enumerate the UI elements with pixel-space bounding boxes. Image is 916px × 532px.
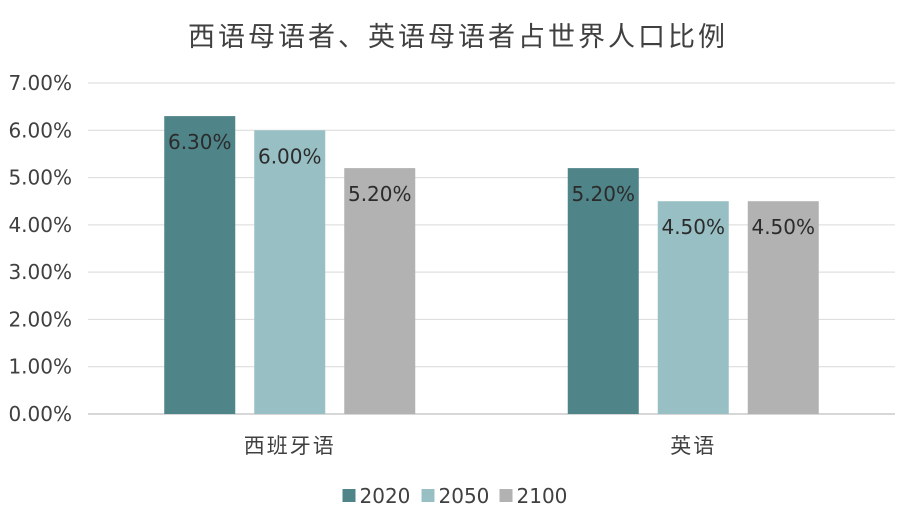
data-label: 4.50%	[751, 215, 815, 239]
y-tick-label: 3.00%	[8, 260, 72, 284]
bar	[344, 168, 416, 414]
chart-title: 西语母语者、英语母语者占世界人口比例	[188, 22, 728, 53]
data-label: 4.50%	[661, 215, 725, 239]
bar	[164, 116, 236, 414]
bar	[657, 201, 729, 414]
y-tick-label: 6.00%	[8, 118, 72, 142]
y-tick-label: 1.00%	[8, 355, 72, 379]
bar	[567, 168, 639, 414]
data-label: 6.30%	[168, 130, 232, 154]
x-axis-categories: 西班牙语 英语	[244, 434, 716, 458]
legend-label: 2100	[517, 484, 568, 508]
category-label: 西班牙语	[244, 434, 336, 458]
y-tick-label: 5.00%	[8, 166, 72, 190]
legend-label: 2020	[360, 484, 411, 508]
data-label: 5.20%	[571, 182, 635, 206]
bars	[164, 116, 819, 415]
legend-label: 2050	[439, 484, 490, 508]
y-axis-ticks: 0.00% 1.00% 2.00% 3.00% 4.00% 5.00% 6.00% 7.00%	[8, 71, 72, 426]
legend-swatch	[421, 489, 435, 502]
legend-swatch	[499, 489, 513, 502]
y-tick-label: 0.00%	[8, 402, 72, 426]
legend: 2020 2050 2100	[342, 484, 568, 508]
bar	[254, 130, 326, 415]
data-label: 5.20%	[348, 182, 412, 206]
y-tick-label: 4.00%	[8, 213, 72, 237]
data-labels: 6.30% 6.00% 5.20% 5.20% 4.50% 4.50%	[168, 130, 815, 239]
data-label: 6.00%	[258, 144, 322, 168]
category-label: 英语	[670, 434, 716, 458]
legend-swatch	[342, 489, 356, 502]
y-tick-label: 7.00%	[8, 71, 72, 95]
bar	[747, 201, 819, 414]
y-tick-label: 2.00%	[8, 307, 72, 331]
